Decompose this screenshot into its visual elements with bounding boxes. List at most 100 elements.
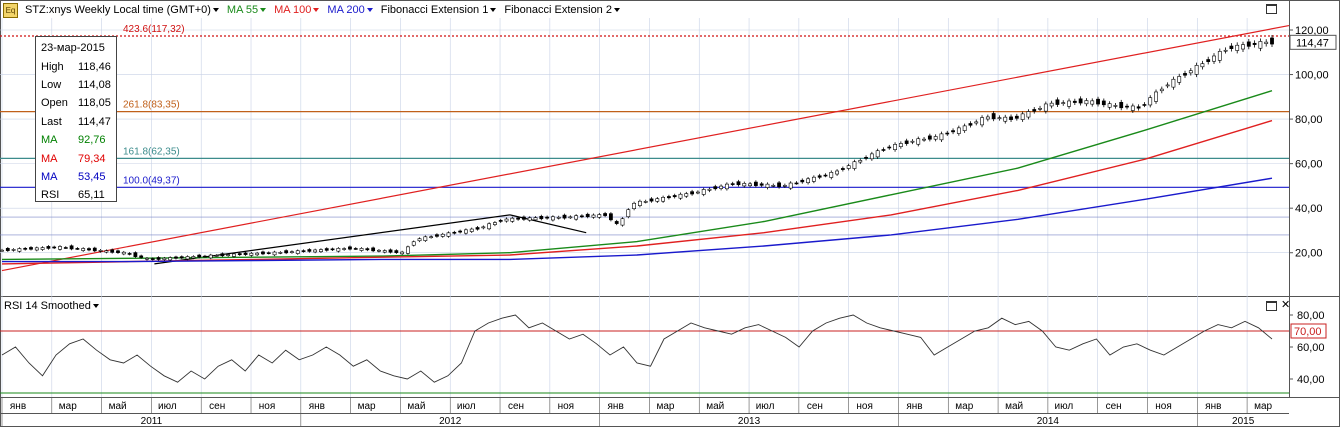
fib2-legend[interactable]: Fibonacci Extension 2 bbox=[504, 4, 620, 16]
candle-body bbox=[516, 217, 521, 220]
maximize-icon[interactable] bbox=[1266, 301, 1277, 311]
candle-body bbox=[945, 132, 950, 135]
symbol-label: STZ:xnys Weekly Local time (GMT+0) bbox=[25, 4, 211, 16]
ma200-legend[interactable]: MA 200 bbox=[327, 4, 373, 16]
candle-body bbox=[713, 186, 718, 190]
candle-body bbox=[394, 250, 399, 253]
candle-body bbox=[539, 215, 544, 220]
candle-body bbox=[603, 213, 608, 216]
fibonacci-level-label: 100.0(49,37) bbox=[123, 175, 180, 186]
equity-icon[interactable]: Eq bbox=[3, 3, 18, 18]
info-key: High bbox=[41, 60, 64, 73]
close-icon[interactable]: ✕ bbox=[1281, 299, 1291, 311]
month-tick-label: сен bbox=[209, 401, 225, 412]
candle-body bbox=[1038, 108, 1042, 110]
candle-body bbox=[104, 250, 109, 253]
candle-body bbox=[1183, 73, 1187, 76]
candle-body bbox=[719, 185, 723, 189]
candle-body bbox=[411, 241, 416, 246]
maximize-icon[interactable] bbox=[1266, 4, 1277, 14]
candle-body bbox=[1113, 105, 1118, 107]
moving-average-line bbox=[1, 119, 1273, 265]
info-value: 114,47 bbox=[78, 115, 111, 128]
rsi-title-label: RSI 14 Smoothed bbox=[4, 300, 91, 312]
candle-body bbox=[597, 214, 602, 218]
candle-body bbox=[1177, 76, 1182, 83]
month-tick-label: май bbox=[1005, 401, 1023, 412]
candle-body bbox=[69, 245, 74, 250]
candle-body bbox=[840, 168, 845, 170]
candle-body bbox=[881, 149, 886, 151]
month-tick-label: мар bbox=[955, 401, 973, 412]
candle-body bbox=[551, 216, 555, 221]
ma55-legend[interactable]: MA 55 bbox=[227, 4, 267, 16]
moving-average-line bbox=[1, 90, 1273, 261]
candle-body bbox=[637, 200, 642, 206]
candle-body bbox=[580, 215, 584, 218]
candle-body bbox=[1072, 100, 1077, 103]
candle-body bbox=[400, 251, 405, 255]
chevron-down-icon bbox=[490, 8, 497, 12]
chevron-down-icon bbox=[92, 304, 99, 308]
candle-body bbox=[771, 185, 776, 187]
candle-body bbox=[893, 144, 897, 150]
price-tick-label: 100,00 bbox=[1295, 70, 1329, 82]
candle-body bbox=[545, 216, 550, 219]
candle-body bbox=[417, 238, 422, 242]
candle-body bbox=[121, 251, 126, 255]
candle-body bbox=[1206, 59, 1211, 62]
candle-body bbox=[1148, 97, 1153, 106]
candle-body bbox=[127, 253, 132, 255]
candle-body bbox=[1241, 44, 1245, 50]
candle-body bbox=[922, 138, 926, 141]
month-tick-label: май bbox=[407, 401, 425, 412]
candle-body bbox=[898, 143, 903, 147]
month-tick-label: янв bbox=[309, 401, 325, 412]
candle-body bbox=[75, 248, 80, 250]
candle-body bbox=[782, 185, 787, 187]
month-tick-label: ноя bbox=[259, 401, 276, 412]
candle-body bbox=[962, 125, 967, 131]
fib1-legend[interactable]: Fibonacci Extension 1 bbox=[381, 4, 497, 16]
symbol-selector[interactable]: STZ:xnys Weekly Local time (GMT+0) bbox=[25, 4, 219, 16]
candle-body bbox=[997, 117, 1002, 119]
month-tick-label: ноя bbox=[856, 401, 873, 412]
info-row-high: High 118,46 bbox=[41, 57, 111, 75]
candle-body bbox=[1264, 41, 1269, 44]
candle-body bbox=[139, 255, 144, 258]
candle-body bbox=[1026, 111, 1031, 118]
month-tick-label: июл bbox=[158, 401, 177, 412]
candle-body bbox=[469, 228, 474, 232]
year-tick-label: 2012 bbox=[439, 416, 462, 427]
candle-body bbox=[214, 255, 219, 257]
candle-body bbox=[87, 248, 91, 251]
info-row-rsi: RSI 65,11 bbox=[41, 186, 111, 204]
info-row-ma55: MA 92,76 bbox=[41, 131, 111, 149]
month-tick-label: ноя bbox=[558, 401, 575, 412]
candle-body bbox=[191, 256, 196, 259]
rsi-line bbox=[1, 314, 1273, 383]
candle-body bbox=[724, 183, 729, 190]
month-tick-label: мар bbox=[358, 401, 376, 412]
ma100-legend[interactable]: MA 100 bbox=[274, 4, 320, 16]
candle-body bbox=[179, 256, 184, 259]
fib1-label: Fibonacci Extension 1 bbox=[380, 4, 489, 16]
candle-body bbox=[255, 252, 260, 256]
candle-body bbox=[968, 123, 973, 126]
candle-body bbox=[1096, 98, 1100, 105]
month-tick-label: июл bbox=[756, 401, 775, 412]
candle-body bbox=[777, 182, 781, 188]
candle-body bbox=[788, 182, 793, 189]
candle-body bbox=[406, 246, 410, 254]
candle-body bbox=[162, 257, 167, 260]
candle-body bbox=[34, 247, 39, 251]
rsi-panel-title[interactable]: RSI 14 Smoothed bbox=[4, 300, 99, 312]
candle-body bbox=[458, 230, 463, 233]
candle-body bbox=[0, 249, 4, 252]
chevron-down-icon bbox=[260, 8, 267, 12]
candle-body bbox=[284, 250, 289, 254]
candle-body bbox=[11, 249, 16, 251]
candle-body bbox=[359, 248, 364, 251]
candle-body bbox=[295, 250, 300, 254]
candle-body bbox=[208, 254, 213, 259]
